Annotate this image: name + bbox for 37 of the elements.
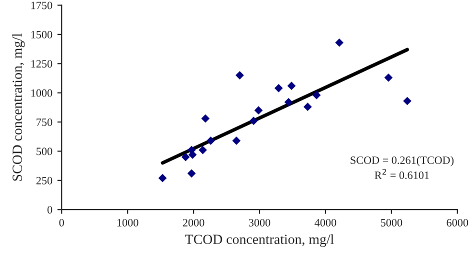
y-tick-label: 0	[47, 206, 52, 214]
y-tick-label: 750	[36, 118, 52, 126]
point	[304, 102, 312, 112]
x-tick-label: 6000	[446, 218, 468, 226]
point	[254, 106, 263, 115]
point	[403, 96, 412, 106]
y-tick-label: 1750	[31, 2, 52, 10]
x-tick-label: 3000	[248, 218, 270, 226]
x-tick-label: 4000	[314, 218, 336, 226]
point	[249, 116, 258, 126]
x-tick-label: 0	[59, 218, 64, 226]
x-tick-label: 1000	[117, 218, 138, 226]
y-tick-label: 1500	[31, 30, 52, 38]
point	[236, 71, 244, 80]
x-axis-title: TCOD concentration, mg/l	[185, 234, 334, 247]
y-tick-label: 250	[36, 176, 52, 184]
point	[287, 82, 296, 90]
y-tick-label: 500	[36, 148, 52, 156]
point	[284, 98, 293, 106]
y-tick-label: 1000	[31, 89, 52, 97]
point	[187, 169, 196, 178]
point	[312, 90, 321, 100]
y-tick-label: 1250	[31, 60, 52, 68]
x-tick-label: 5000	[380, 218, 402, 226]
point	[198, 146, 207, 154]
y-axis-title: SCOD concentration, mg/l	[12, 33, 25, 181]
point	[188, 150, 197, 159]
point	[181, 152, 190, 162]
point	[384, 73, 393, 82]
point	[335, 38, 344, 47]
x-tick-label: 2000	[182, 218, 204, 226]
point	[158, 174, 167, 182]
point	[232, 136, 241, 145]
point	[206, 136, 215, 145]
annotation: SCOD = 0.261(TCOD) R$^{2}$ = 0.6101	[350, 156, 454, 180]
point	[201, 114, 210, 123]
point	[274, 84, 283, 92]
